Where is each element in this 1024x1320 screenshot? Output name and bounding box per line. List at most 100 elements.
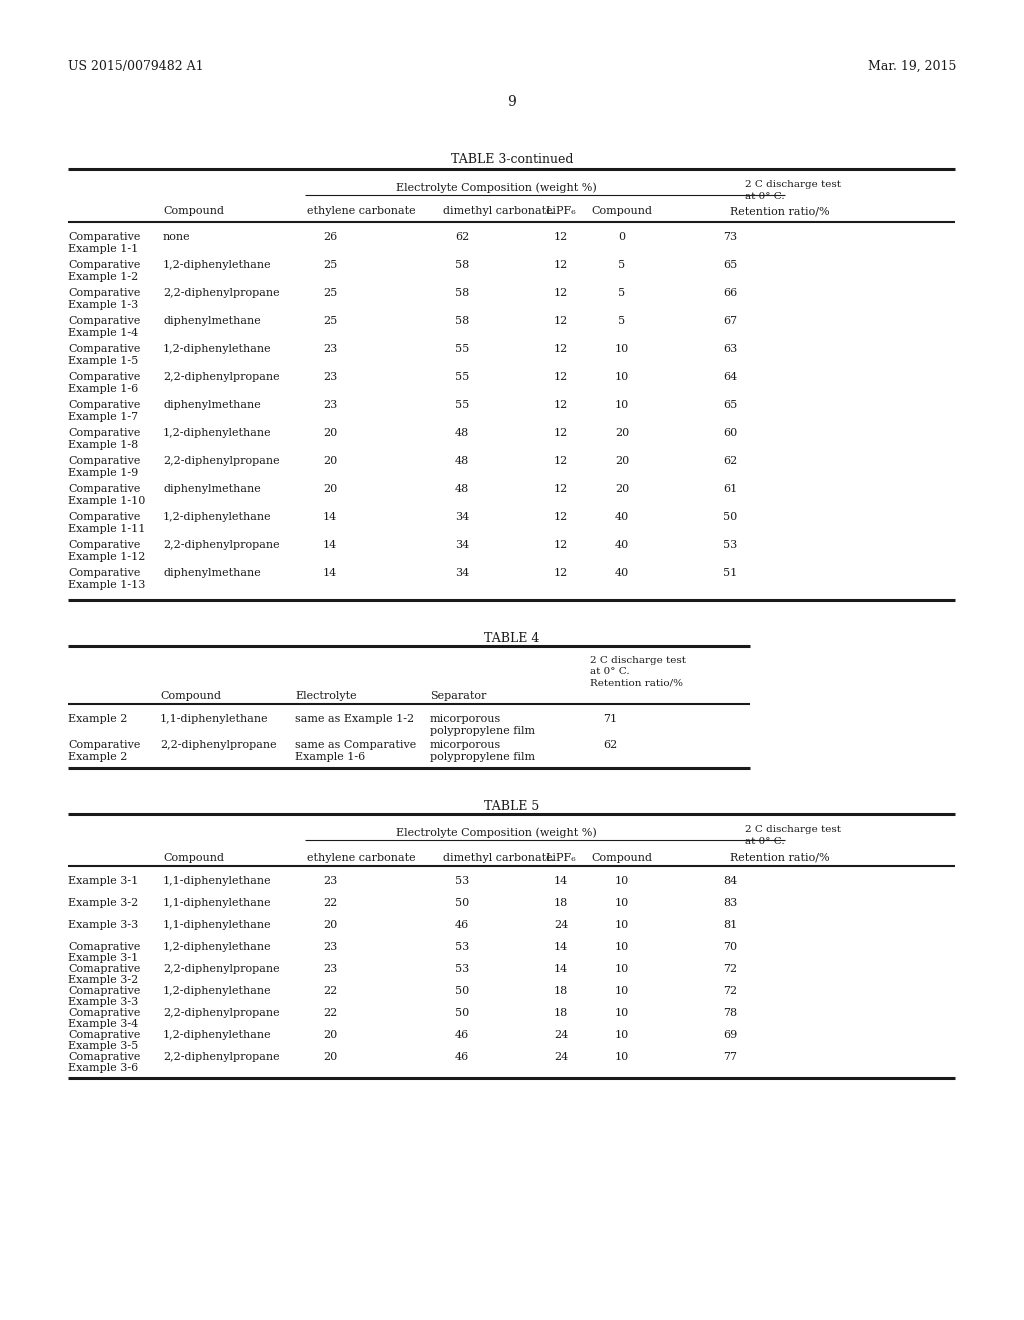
Text: 25: 25: [323, 315, 337, 326]
Text: 23: 23: [323, 400, 337, 411]
Text: 18: 18: [554, 898, 568, 908]
Text: Retention ratio/%: Retention ratio/%: [730, 206, 829, 216]
Text: 53: 53: [455, 876, 469, 886]
Text: diphenylmethane: diphenylmethane: [163, 400, 261, 411]
Text: diphenylmethane: diphenylmethane: [163, 568, 261, 578]
Text: 12: 12: [554, 540, 568, 550]
Text: TABLE 5: TABLE 5: [484, 800, 540, 813]
Text: Electrolyte: Electrolyte: [295, 690, 356, 701]
Text: LiPF₆: LiPF₆: [546, 853, 577, 863]
Text: 61: 61: [723, 484, 737, 494]
Text: same as Comparative: same as Comparative: [295, 741, 416, 750]
Text: Comparative: Comparative: [68, 568, 140, 578]
Text: 46: 46: [455, 1030, 469, 1040]
Text: 12: 12: [554, 260, 568, 271]
Text: 1,2-diphenylethane: 1,2-diphenylethane: [163, 512, 271, 521]
Text: Comaprative: Comaprative: [68, 1008, 140, 1018]
Text: dimethyl carbonate: dimethyl carbonate: [443, 853, 553, 863]
Text: 23: 23: [323, 942, 337, 952]
Text: Example 1-1: Example 1-1: [68, 244, 138, 253]
Text: 24: 24: [554, 1030, 568, 1040]
Text: Comparative: Comparative: [68, 512, 140, 521]
Text: 73: 73: [723, 232, 737, 242]
Text: 10: 10: [614, 898, 629, 908]
Text: 10: 10: [614, 345, 629, 354]
Text: 10: 10: [614, 372, 629, 381]
Text: Comparative: Comparative: [68, 260, 140, 271]
Text: 77: 77: [723, 1052, 737, 1063]
Text: polypropylene film: polypropylene film: [430, 726, 536, 737]
Text: none: none: [163, 232, 190, 242]
Text: Example 3-3: Example 3-3: [68, 997, 138, 1007]
Text: 1,1-diphenylethane: 1,1-diphenylethane: [163, 920, 271, 931]
Text: ethylene carbonate: ethylene carbonate: [306, 206, 416, 216]
Text: 20: 20: [323, 1052, 337, 1063]
Text: 62: 62: [603, 741, 617, 750]
Text: Comparative: Comparative: [68, 288, 140, 298]
Text: 25: 25: [323, 288, 337, 298]
Text: 24: 24: [554, 920, 568, 931]
Text: 2 C discharge test: 2 C discharge test: [745, 825, 841, 834]
Text: 5: 5: [618, 260, 626, 271]
Text: ethylene carbonate: ethylene carbonate: [306, 853, 416, 863]
Text: 5: 5: [618, 288, 626, 298]
Text: Example 3-4: Example 3-4: [68, 1019, 138, 1030]
Text: 12: 12: [554, 428, 568, 438]
Text: Compound: Compound: [592, 206, 652, 216]
Text: 10: 10: [614, 1008, 629, 1018]
Text: 20: 20: [323, 484, 337, 494]
Text: dimethyl carbonate: dimethyl carbonate: [443, 206, 553, 216]
Text: 2,2-diphenylpropane: 2,2-diphenylpropane: [163, 372, 280, 381]
Text: 14: 14: [554, 876, 568, 886]
Text: 14: 14: [323, 540, 337, 550]
Text: Compound: Compound: [163, 206, 224, 216]
Text: 20: 20: [614, 428, 629, 438]
Text: 14: 14: [323, 568, 337, 578]
Text: 53: 53: [455, 942, 469, 952]
Text: Comaprative: Comaprative: [68, 1052, 140, 1063]
Text: 40: 40: [614, 512, 629, 521]
Text: 50: 50: [455, 986, 469, 997]
Text: 25: 25: [323, 260, 337, 271]
Text: 12: 12: [554, 484, 568, 494]
Text: 20: 20: [323, 455, 337, 466]
Text: 34: 34: [455, 512, 469, 521]
Text: Comparative: Comparative: [68, 315, 140, 326]
Text: Comaprative: Comaprative: [68, 964, 140, 974]
Text: Example 1-3: Example 1-3: [68, 300, 138, 310]
Text: Comparative: Comparative: [68, 428, 140, 438]
Text: 55: 55: [455, 372, 469, 381]
Text: at 0° C.: at 0° C.: [590, 667, 630, 676]
Text: 65: 65: [723, 260, 737, 271]
Text: Example 3-1: Example 3-1: [68, 876, 138, 886]
Text: Comparative: Comparative: [68, 484, 140, 494]
Text: Compound: Compound: [163, 853, 224, 863]
Text: Comparative: Comparative: [68, 232, 140, 242]
Text: Example 1-13: Example 1-13: [68, 579, 145, 590]
Text: Retention ratio/%: Retention ratio/%: [730, 853, 829, 863]
Text: 1,1-diphenylethane: 1,1-diphenylethane: [160, 714, 268, 723]
Text: Example 1-5: Example 1-5: [68, 356, 138, 366]
Text: Example 3-1: Example 3-1: [68, 953, 138, 964]
Text: Example 1-4: Example 1-4: [68, 327, 138, 338]
Text: at 0° C.: at 0° C.: [745, 837, 784, 846]
Text: 26: 26: [323, 232, 337, 242]
Text: 2,2-diphenylpropane: 2,2-diphenylpropane: [163, 1008, 280, 1018]
Text: 12: 12: [554, 315, 568, 326]
Text: 0: 0: [618, 232, 626, 242]
Text: 48: 48: [455, 455, 469, 466]
Text: micorporous: micorporous: [430, 714, 502, 723]
Text: 10: 10: [614, 1030, 629, 1040]
Text: 9: 9: [508, 95, 516, 110]
Text: 12: 12: [554, 232, 568, 242]
Text: 10: 10: [614, 920, 629, 931]
Text: Example 2: Example 2: [68, 714, 127, 723]
Text: 50: 50: [723, 512, 737, 521]
Text: Example 1-9: Example 1-9: [68, 469, 138, 478]
Text: 2,2-diphenylpropane: 2,2-diphenylpropane: [163, 288, 280, 298]
Text: Comaprative: Comaprative: [68, 986, 140, 997]
Text: 71: 71: [603, 714, 617, 723]
Text: TABLE 4: TABLE 4: [484, 632, 540, 645]
Text: Comparative: Comparative: [68, 372, 140, 381]
Text: Example 3-2: Example 3-2: [68, 898, 138, 908]
